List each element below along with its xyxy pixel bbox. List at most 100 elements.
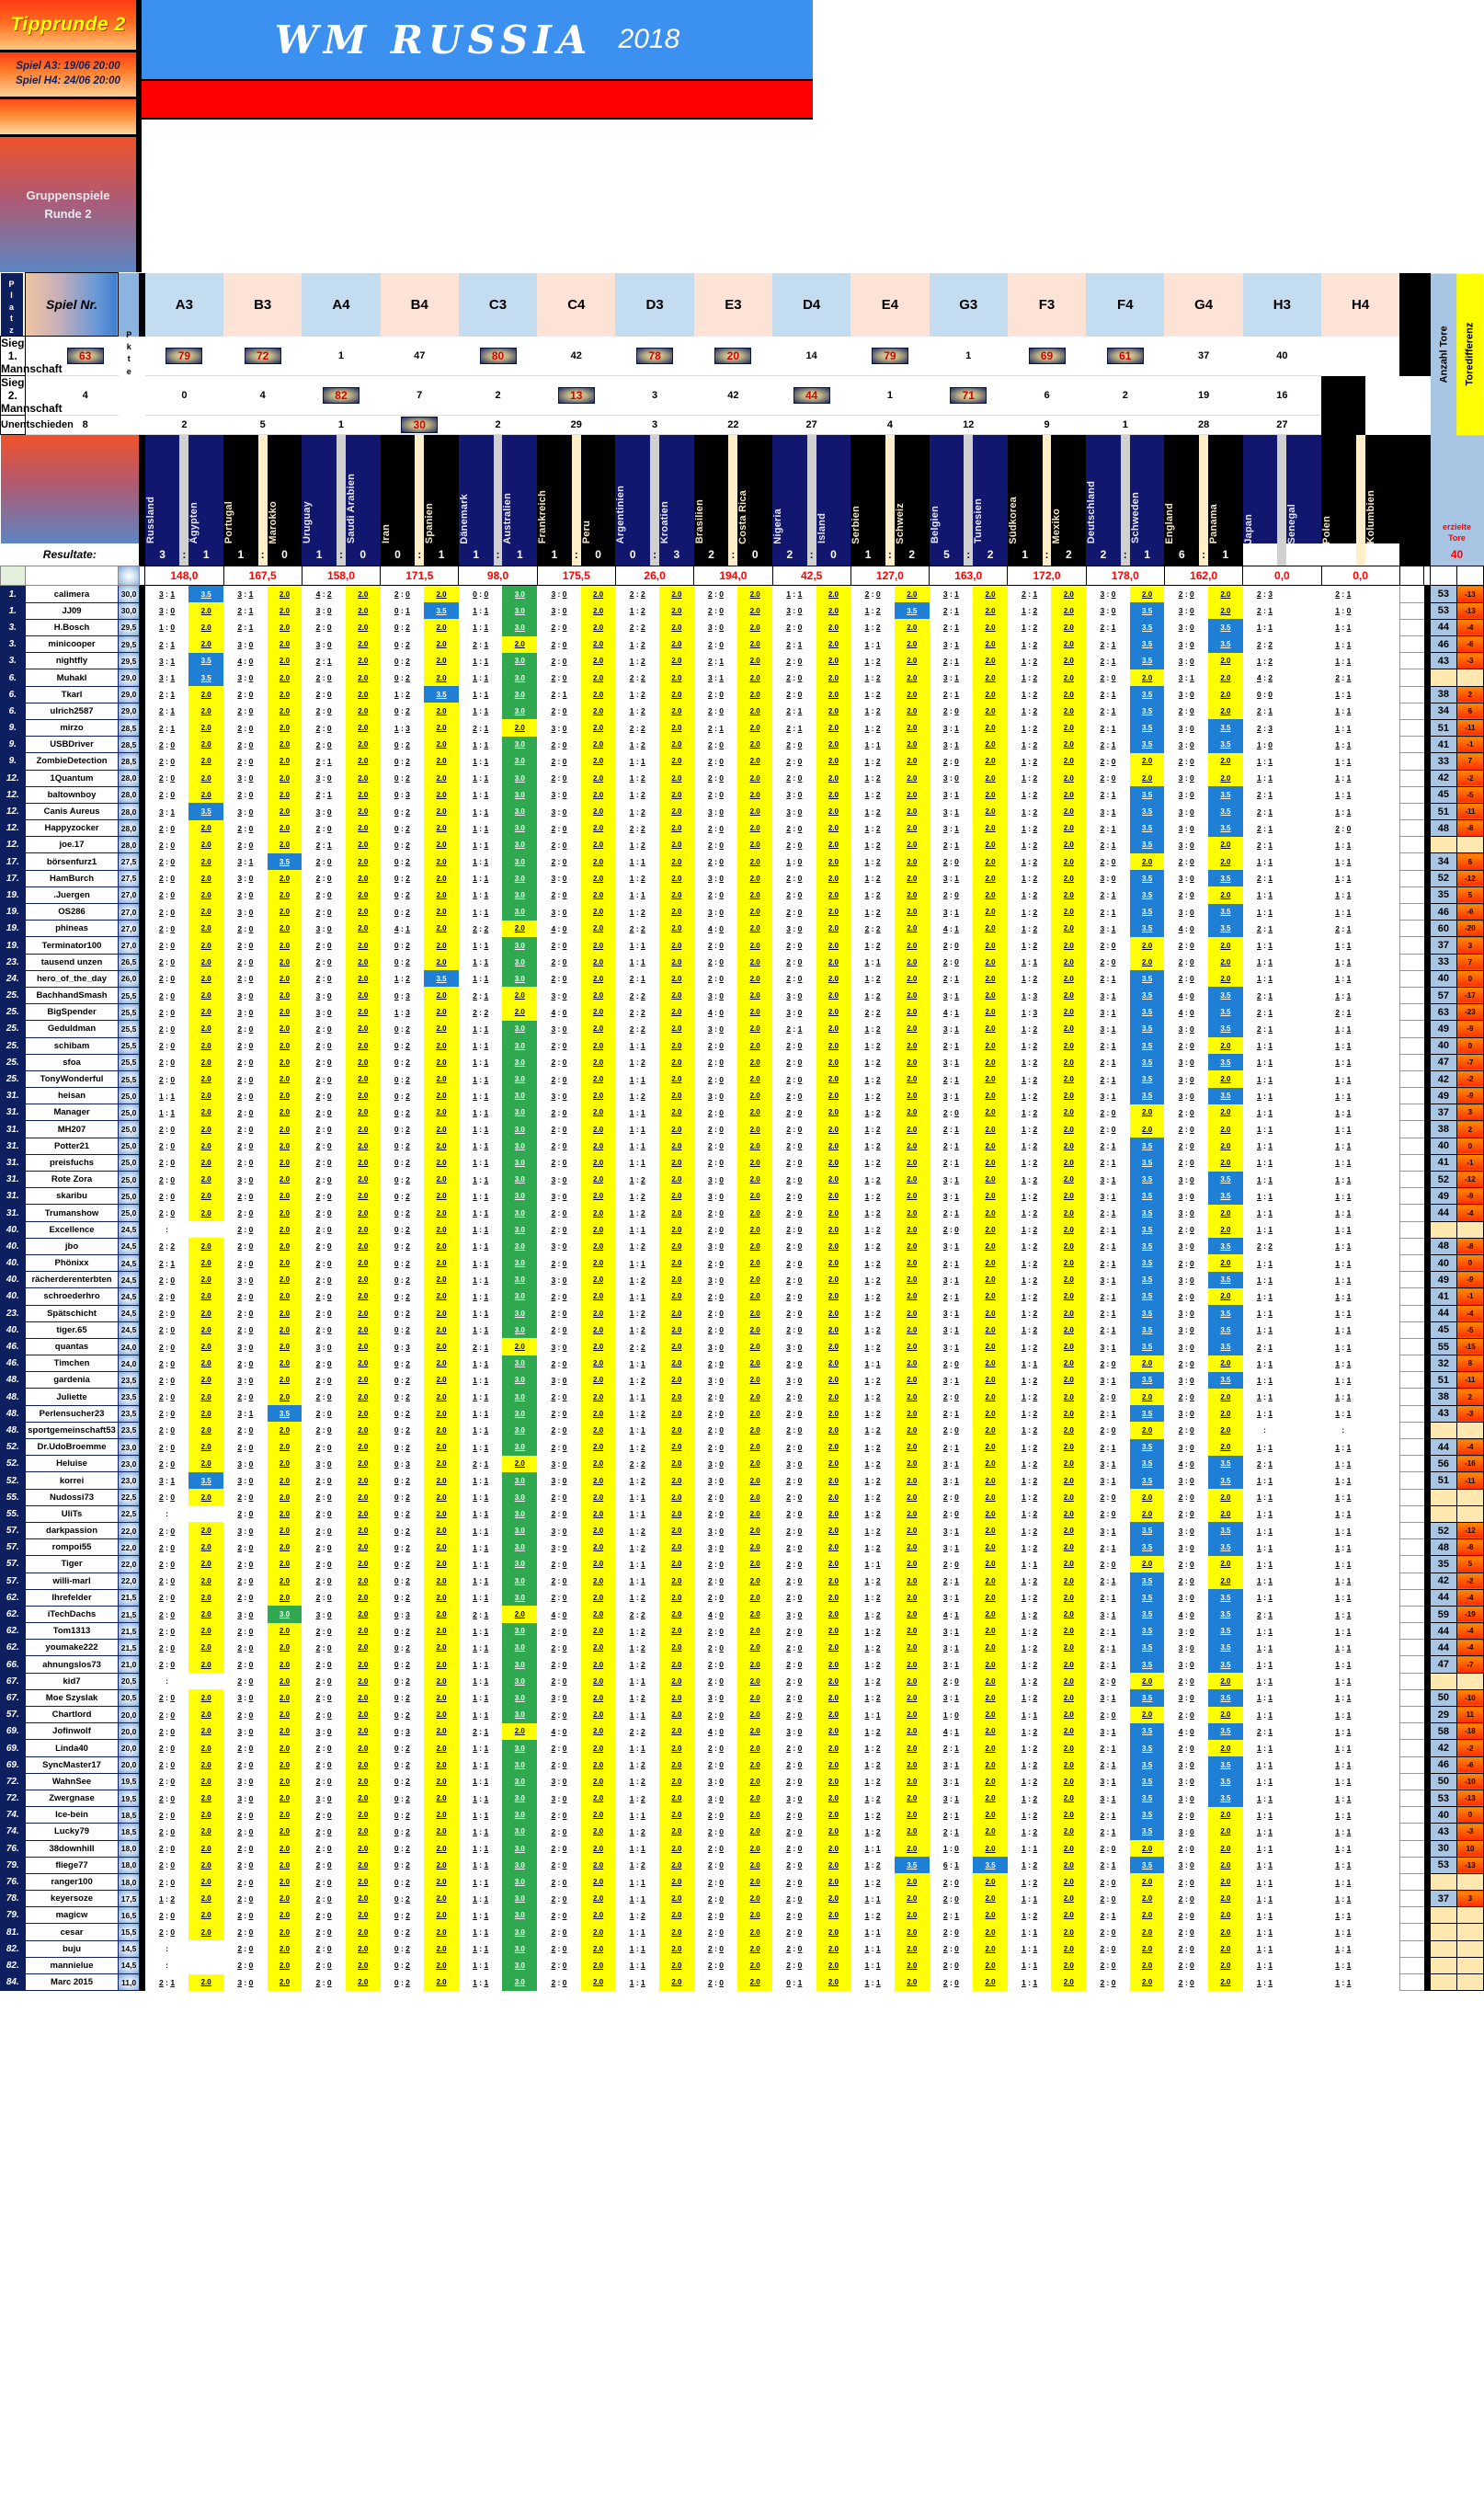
tip-cell[interactable]: 2 : 0 bbox=[237, 823, 254, 833]
tip-cell[interactable]: 3 : 0 bbox=[237, 1174, 254, 1184]
tip-cell[interactable]: 2 : 0 bbox=[237, 1877, 254, 1887]
tip-cell[interactable]: 1 : 2 bbox=[864, 1826, 881, 1836]
tip-cell[interactable]: 3 : 1 bbox=[1100, 990, 1116, 1001]
tip-cell[interactable]: 2 : 1 bbox=[1100, 1760, 1116, 1770]
tip-cell[interactable]: 1 : 1 bbox=[1257, 1225, 1273, 1235]
tip-cell[interactable]: 2 : 1 bbox=[1100, 1826, 1116, 1836]
tip-cell[interactable]: 1 : 2 bbox=[629, 1191, 645, 1201]
table-row[interactable]: 69. SyncMaster17 20,0 2 : 0 2.0 2 : 0 2.0 2 : 0… bbox=[0, 1755, 1484, 1774]
tip-cell[interactable]: 2 : 0 bbox=[237, 1927, 254, 1938]
tip-cell[interactable]: 2 : 0 bbox=[1100, 1676, 1116, 1687]
tip-cell[interactable]: 2 : 0 bbox=[708, 1425, 725, 1435]
tip-cell[interactable]: 1 : 1 bbox=[1335, 656, 1352, 666]
tip-cell[interactable]: 1 : 2 bbox=[864, 1225, 881, 1235]
tip-cell[interactable]: 0 : 2 bbox=[394, 1526, 410, 1536]
tip-cell[interactable]: 3 : 0 bbox=[315, 1007, 332, 1017]
tip-cell[interactable]: 0 : 2 bbox=[394, 1944, 410, 1954]
tip-cell[interactable]: 2 : 0 bbox=[551, 1325, 567, 1335]
tip-cell[interactable]: 3 : 1 bbox=[942, 673, 959, 682]
tip-cell[interactable]: 1 : 1 bbox=[1335, 1492, 1352, 1503]
tip-cell[interactable]: 1 : 1 bbox=[1335, 1174, 1352, 1184]
tip-cell[interactable]: 3 : 0 bbox=[1178, 1476, 1194, 1485]
tip-cell[interactable]: 1 : 2 bbox=[629, 790, 645, 800]
tip-cell[interactable]: 1 : 1 bbox=[473, 773, 489, 783]
tip-cell[interactable]: 2 : 0 bbox=[786, 1476, 803, 1485]
table-row[interactable]: 24. hero_of_the_day 26,0 2 : 0 2.0 2 : 0 2.0 2 … bbox=[0, 969, 1484, 988]
tip-cell[interactable]: 1 : 1 bbox=[629, 1944, 645, 1954]
tip-cell[interactable]: 2 : 0 bbox=[315, 1777, 332, 1787]
tip-cell[interactable]: 3 : 0 bbox=[1178, 1777, 1194, 1787]
table-row[interactable]: 19. .Juergen 27,0 2 : 0 2.0 2 : 0 2.0 2 : 0 2.0 0… bbox=[0, 886, 1484, 905]
tip-cell[interactable]: 2 : 0 bbox=[786, 1760, 803, 1770]
tip-cell[interactable]: 1 : 2 bbox=[1022, 1074, 1038, 1084]
tip-cell[interactable]: 1 : 1 bbox=[473, 1893, 489, 1904]
tip-cell[interactable]: 3 : 0 bbox=[708, 1526, 725, 1536]
tip-cell[interactable]: 2 : 1 bbox=[1100, 1593, 1116, 1603]
tip-cell[interactable]: 3 : 1 bbox=[1100, 1777, 1116, 1787]
table-row[interactable]: 25. BachhandSmash 25,5 2 : 0 2.0 3 : 0 2.0 3 : … bbox=[0, 986, 1484, 1005]
tip-cell[interactable]: 3 : 0 bbox=[1178, 1660, 1194, 1670]
tip-cell[interactable]: 1 : 1 bbox=[473, 1409, 489, 1419]
tip-cell[interactable]: 2 : 0 bbox=[237, 1961, 254, 1971]
tip-cell[interactable]: 2 : 0 bbox=[1100, 941, 1116, 950]
tip-cell[interactable]: 1 : 2 bbox=[629, 1309, 645, 1319]
tip-cell[interactable]: 3 : 0 bbox=[315, 639, 332, 649]
tip-cell[interactable]: 2 : 0 bbox=[551, 1291, 567, 1301]
tip-cell[interactable]: 2 : 0 bbox=[315, 1241, 332, 1252]
tip-cell[interactable]: 1 : 2 bbox=[1022, 806, 1038, 817]
tip-cell[interactable]: 2 : 1 bbox=[1100, 1626, 1116, 1636]
tip-cell[interactable]: 1 : 1 bbox=[629, 1961, 645, 1971]
tip-cell[interactable]: 3 : 0 bbox=[1178, 1793, 1194, 1803]
tip-cell[interactable]: 1 : 2 bbox=[1022, 923, 1038, 933]
tip-cell[interactable]: 1 : 1 bbox=[1335, 756, 1352, 766]
player-name[interactable]: ZombieDetection bbox=[24, 752, 120, 771]
tip-cell[interactable]: 2 : 0 bbox=[315, 623, 332, 633]
tip-cell[interactable]: 1 : 2 bbox=[1022, 1442, 1038, 1452]
tip-cell[interactable]: 1 : 2 bbox=[629, 1777, 645, 1787]
tip-cell[interactable]: 0 : 2 bbox=[394, 1910, 410, 1920]
tip-cell[interactable]: 1 : 2 bbox=[864, 1877, 881, 1887]
tip-cell[interactable]: 2 : 0 bbox=[708, 1977, 725, 1987]
match-code-F3[interactable]: F3 bbox=[1007, 272, 1087, 337]
tip-cell[interactable]: 0 : 2 bbox=[394, 941, 410, 950]
tip-cell[interactable]: 1 : 1 bbox=[629, 1074, 645, 1084]
tip-cell[interactable]: 1 : 1 bbox=[629, 1509, 645, 1519]
tip-cell[interactable]: 2 : 1 bbox=[942, 1258, 959, 1268]
tip-cell[interactable]: 3 : 0 bbox=[551, 790, 567, 800]
tip-cell[interactable]: 1 : 1 bbox=[629, 1107, 645, 1117]
tip-cell[interactable]: 1 : 1 bbox=[629, 1125, 645, 1135]
tip-cell[interactable]: 3 : 0 bbox=[315, 806, 332, 817]
tip-cell[interactable]: 4 : 1 bbox=[394, 923, 410, 933]
tip-cell[interactable]: 2 : 0 bbox=[159, 1358, 176, 1368]
tip-cell[interactable]: 2 : 2 bbox=[629, 1609, 645, 1619]
tip-cell[interactable]: 2 : 0 bbox=[551, 1642, 567, 1653]
tip-cell[interactable]: 1 : 1 bbox=[1257, 1509, 1273, 1519]
tip-cell[interactable]: 2 : 1 bbox=[1100, 1158, 1116, 1168]
tip-cell[interactable]: 1 : 1 bbox=[1257, 1058, 1273, 1068]
tip-cell[interactable]: 2 : 0 bbox=[786, 1844, 803, 1854]
tip-cell[interactable]: 2 : 0 bbox=[942, 706, 959, 716]
tip-cell[interactable]: 2 : 0 bbox=[1100, 1961, 1116, 1971]
tip-cell[interactable]: 2 : 0 bbox=[708, 890, 725, 900]
player-name[interactable]: sportgemeinschaft53 bbox=[24, 1421, 120, 1440]
tip-cell[interactable]: 2 : 0 bbox=[315, 1642, 332, 1653]
tip-cell[interactable]: 1 : 1 bbox=[1257, 1191, 1273, 1201]
tip-cell[interactable]: 2 : 0 bbox=[159, 1458, 176, 1469]
tip-cell[interactable]: 2 : 0 bbox=[159, 1642, 176, 1653]
tip-cell[interactable]: 1 : 2 bbox=[864, 1058, 881, 1068]
tip-cell[interactable]: 1 : 1 bbox=[473, 1509, 489, 1519]
tip-cell[interactable]: 2 : 0 bbox=[551, 1593, 567, 1603]
tip-cell[interactable]: 2 : 0 bbox=[551, 1358, 567, 1368]
tip-cell[interactable]: 2 : 0 bbox=[315, 1091, 332, 1101]
tip-cell[interactable]: 3 : 0 bbox=[237, 1007, 254, 1017]
tip-cell[interactable]: : bbox=[166, 1676, 168, 1687]
tip-cell[interactable]: 1 : 1 bbox=[1022, 1927, 1038, 1938]
tip-cell[interactable]: 3 : 0 bbox=[551, 1693, 567, 1703]
tip-cell[interactable]: 1 : 1 bbox=[629, 1844, 645, 1854]
tip-cell[interactable]: 1 : 2 bbox=[864, 1492, 881, 1503]
tip-cell[interactable]: 1 : 1 bbox=[473, 1777, 489, 1787]
tip-cell[interactable]: 3 : 0 bbox=[708, 990, 725, 1001]
tip-cell[interactable]: 1 : 2 bbox=[864, 1342, 881, 1352]
tip-cell[interactable]: 2 : 1 bbox=[159, 706, 176, 716]
